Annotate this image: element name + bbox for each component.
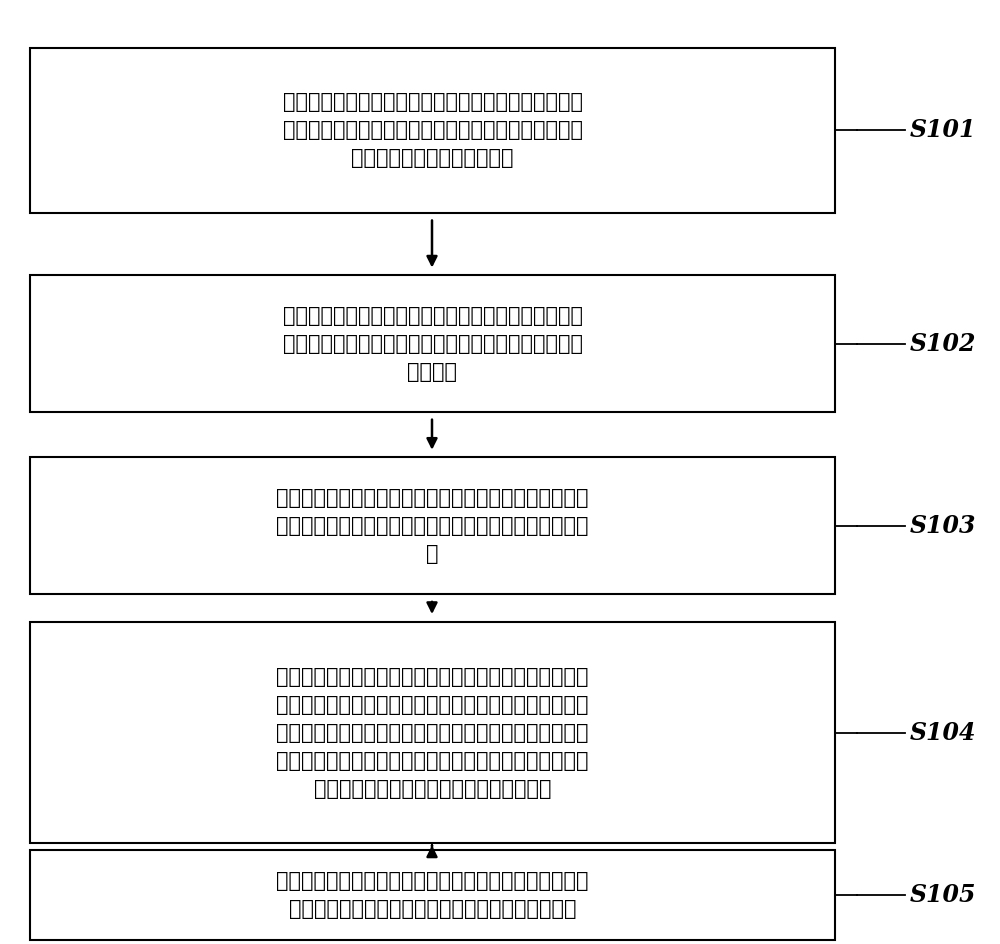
Bar — [30, 458, 835, 595]
Text: S101: S101 — [910, 118, 976, 143]
Text: 根据目标预测时段内每个预测周期的计划施工路段的预
测通行速度以及预测可通行车道数，得到每个预测周期
计划施工路段的预测通行能力: 根据目标预测时段内每个预测周期的计划施工路段的预 测通行速度以及预测可通行车道数… — [283, 93, 582, 168]
Text: S102: S102 — [910, 331, 976, 356]
Text: 根据所述预测累积排队流量、流量比、车身长度以及车与
车之间的间隔长度，得到目标预测时段的预测累积排队长
度: 根据所述预测累积排队流量、流量比、车身长度以及车与 车之间的间隔长度，得到目标预… — [276, 488, 589, 564]
Bar — [30, 621, 835, 844]
Text: 根据上游入口管控流量占比以及上游最大放行车辆总数的
乘积得到目标预测周期上游管控入口最大放行车辆数: 根据上游入口管控流量占比以及上游最大放行车辆总数的 乘积得到目标预测周期上游管控… — [276, 871, 589, 919]
Text: S103: S103 — [910, 514, 976, 538]
Text: S104: S104 — [910, 720, 976, 745]
Text: 根据所述每个预测周期的计划施工路段的预测交通流量
以及所述预测通行能力，得到目标预测时段的预测累积
排队流量: 根据所述每个预测周期的计划施工路段的预测交通流量 以及所述预测通行能力，得到目标… — [283, 306, 582, 381]
Bar — [30, 850, 835, 940]
Bar — [30, 276, 835, 412]
Text: S105: S105 — [910, 883, 976, 907]
Bar — [30, 47, 835, 213]
Text: 根据每个周期的所述预测通行能力、预测累积排队流量、
计划施工路段上游允许最大排队长度、预测累积排队长度
、流量比、车身长度以及车与车之间的间隔长度计算得到
目标: 根据每个周期的所述预测通行能力、预测累积排队流量、 计划施工路段上游允许最大排队… — [276, 666, 589, 799]
